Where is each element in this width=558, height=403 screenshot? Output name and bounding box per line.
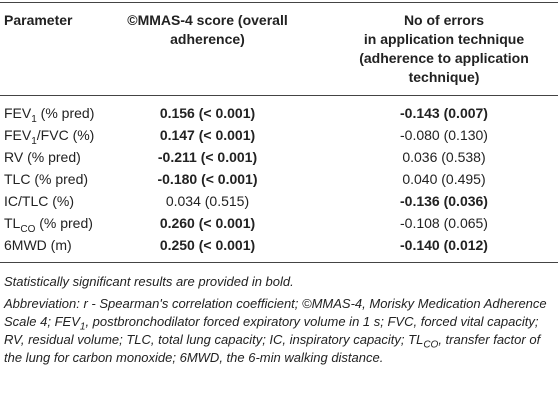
text: /FVC (%) [36,127,95,143]
table-header: Parameter ©MMAS-4 score (overall adherence… [0,2,558,96]
cell: 0.260 (< 0.001) [159,215,256,231]
cell: -0.180 (< 0.001) [157,171,258,187]
row-label: IC/TLC (%) [0,190,115,212]
cell: 0.250 (< 0.001) [159,237,256,253]
header-line: ©MMAS-4 score (overall [127,12,288,28]
text: TL [4,215,21,231]
text: TLC (% pred) [4,171,89,187]
cell: 0.040 (0.495) [402,171,486,187]
text: (% pred) [35,215,93,231]
cell: -0.140 (0.012) [400,237,488,253]
header-line: Parameter [4,12,73,28]
row-label: RV (% pred) [0,146,115,168]
cell: -0.211 (< 0.001) [157,149,258,165]
header-line: adherence) [170,31,245,47]
cell: -0.136 (0.036) [400,193,488,209]
text: , postbronchodilator forced expiratory v… [4,314,539,347]
table-row: FEV1/FVC (%) 0.147 (< 0.001) -0.080 (0.130… [0,124,558,146]
subscript: CO [20,223,36,235]
subscript: 1 [79,321,86,333]
page: Parameter ©MMAS-4 score (overall adherence… [0,2,558,367]
header-line: technique) [408,69,480,85]
subscript: 1 [31,113,37,125]
cell: 0.147 (< 0.001) [159,127,256,143]
header-line: (adherence to application [359,50,529,66]
row-label: TLCO (% pred) [0,212,115,234]
subscript: 1 [31,135,37,147]
table-row: FEV1 (% pred) 0.156 (< 0.001) -0.143 (0.00… [0,96,558,125]
table-row: RV (% pred) -0.211 (< 0.001) 0.036 (0.538) [0,146,558,168]
table-body: FEV1 (% pred) 0.156 (< 0.001) -0.143 (0.00… [0,96,558,263]
cell: -0.143 (0.007) [400,105,488,121]
text: Statistically significant results are pr… [4,274,294,289]
cell: -0.080 (0.130) [400,127,488,143]
cell: 0.034 (0.515) [165,193,250,209]
text: IC/TLC (%) [4,193,74,209]
column-header: Parameter [0,3,115,96]
cell: 0.156 (< 0.001) [159,105,256,121]
text: 6MWD (m) [4,237,72,253]
footnote: Abbreviation: r - Spearman's correlation… [4,295,554,367]
cell: -0.108 (0.065) [400,215,488,231]
row-label: TLC (% pred) [0,168,115,190]
header-line: in application technique [363,31,525,47]
text: RV (% pred) [4,149,81,165]
header-line: No of errors [403,12,485,28]
table-row: 6MWD (m) 0.250 (< 0.001) -0.140 (0.012) [0,234,558,263]
row-label: 6MWD (m) [0,234,115,263]
footnote: Statistically significant results are pr… [4,273,554,291]
table-row: TLC (% pred) -0.180 (< 0.001) 0.040 (0.495… [0,168,558,190]
text: (% pred) [36,105,95,121]
subscript: CO [423,339,439,351]
text: FEV [4,105,32,121]
table: Parameter ©MMAS-4 score (overall adherence… [0,2,558,263]
table-row: TLCO (% pred) 0.260 (< 0.001) -0.108 (0.06… [0,212,558,234]
column-header: ©MMAS-4 score (overall adherence) [115,3,300,96]
table-row: IC/TLC (%) 0.034 (0.515) -0.136 (0.036) [0,190,558,212]
column-header: No of errors in application technique (adh… [300,3,558,96]
text: FEV [4,127,32,143]
cell: 0.036 (0.538) [402,149,486,165]
row-label: FEV1/FVC (%) [0,124,115,146]
header-row: Parameter ©MMAS-4 score (overall adherence… [0,2,558,96]
text: , transfer factor of the lung for carbon… [4,332,541,365]
row-label: FEV1 (% pred) [0,96,115,125]
footnotes: Statistically significant results are pr… [0,263,558,367]
text: Abbreviation: r - Spearman's correlation… [4,296,547,329]
